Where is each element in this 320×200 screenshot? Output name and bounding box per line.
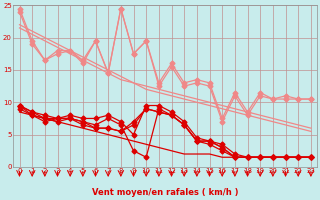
X-axis label: Vent moyen/en rafales ( km/h ): Vent moyen/en rafales ( km/h ): [92, 188, 238, 197]
